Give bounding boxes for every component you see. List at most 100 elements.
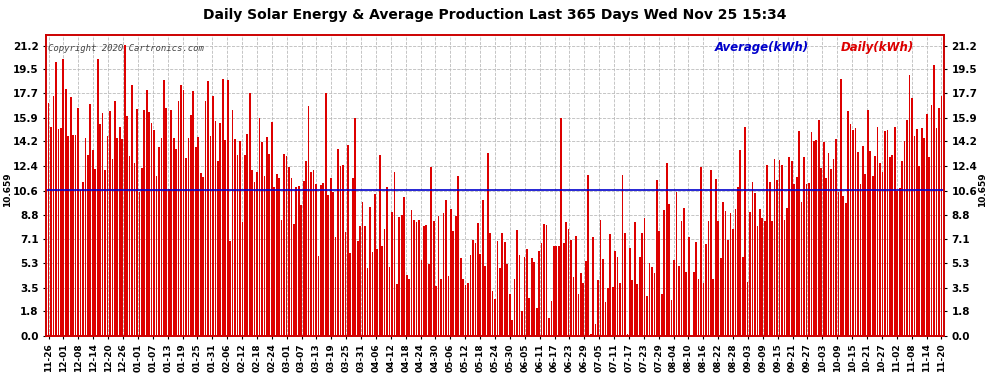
Bar [170, 110, 172, 336]
Bar [376, 249, 378, 336]
Bar [718, 222, 719, 336]
Bar [675, 192, 677, 336]
Text: Daily(kWh): Daily(kWh) [841, 40, 914, 54]
Bar [426, 225, 427, 336]
Bar [60, 128, 61, 336]
Bar [698, 279, 699, 336]
Bar [710, 170, 712, 336]
Bar [864, 174, 866, 336]
Bar [258, 118, 260, 336]
Bar [700, 167, 702, 336]
Bar [349, 253, 351, 336]
Bar [835, 139, 837, 336]
Bar [761, 218, 763, 336]
Bar [911, 98, 913, 336]
Bar [575, 236, 577, 336]
Bar [693, 272, 695, 336]
Bar [831, 169, 832, 336]
Bar [612, 287, 614, 336]
Bar [416, 222, 418, 336]
Bar [394, 172, 395, 336]
Bar [117, 138, 118, 336]
Bar [109, 111, 111, 336]
Bar [746, 282, 748, 336]
Bar [509, 294, 511, 336]
Bar [333, 192, 334, 336]
Bar [305, 161, 307, 336]
Bar [52, 96, 54, 336]
Bar [727, 240, 729, 336]
Bar [786, 208, 788, 336]
Bar [62, 58, 64, 336]
Bar [548, 318, 549, 336]
Bar [914, 136, 916, 336]
Bar [227, 80, 229, 336]
Bar [131, 85, 133, 336]
Bar [929, 157, 930, 336]
Bar [205, 101, 207, 336]
Bar [884, 130, 886, 336]
Bar [239, 141, 241, 336]
Bar [833, 159, 835, 336]
Bar [165, 108, 167, 336]
Bar [256, 171, 258, 336]
Bar [769, 182, 770, 336]
Bar [872, 176, 873, 336]
Bar [381, 246, 383, 336]
Bar [403, 196, 405, 336]
Bar [70, 97, 71, 336]
Bar [222, 79, 224, 336]
Bar [725, 211, 727, 336]
Bar [720, 258, 722, 336]
Bar [766, 165, 768, 336]
Bar [921, 128, 923, 336]
Bar [783, 220, 785, 336]
Bar [413, 219, 415, 336]
Bar [371, 252, 373, 336]
Bar [521, 311, 523, 336]
Bar [374, 194, 375, 336]
Bar [507, 264, 508, 336]
Bar [366, 268, 368, 336]
Bar [740, 150, 742, 336]
Bar [389, 267, 390, 336]
Bar [874, 156, 876, 336]
Bar [605, 302, 606, 336]
Bar [139, 192, 141, 336]
Bar [600, 220, 601, 336]
Bar [816, 140, 817, 336]
Bar [361, 202, 363, 336]
Bar [793, 184, 795, 336]
Bar [197, 136, 199, 336]
Bar [713, 279, 714, 336]
Bar [560, 118, 562, 336]
Bar [516, 230, 518, 336]
Bar [79, 190, 81, 336]
Bar [459, 258, 461, 336]
Bar [87, 154, 89, 336]
Bar [899, 188, 901, 336]
Bar [896, 190, 898, 336]
Bar [651, 267, 652, 336]
Bar [313, 170, 315, 336]
Bar [436, 286, 437, 336]
Bar [271, 122, 272, 336]
Bar [821, 168, 822, 336]
Bar [683, 208, 685, 336]
Bar [634, 222, 636, 336]
Bar [230, 241, 231, 336]
Bar [210, 136, 211, 336]
Bar [325, 93, 327, 336]
Bar [114, 101, 116, 336]
Bar [688, 237, 690, 336]
Bar [901, 161, 903, 336]
Bar [624, 232, 626, 336]
Bar [514, 279, 516, 336]
Bar [639, 257, 641, 336]
Bar [919, 166, 920, 336]
Bar [811, 132, 812, 336]
Bar [847, 111, 849, 336]
Bar [315, 184, 317, 336]
Bar [418, 220, 420, 336]
Bar [55, 62, 56, 336]
